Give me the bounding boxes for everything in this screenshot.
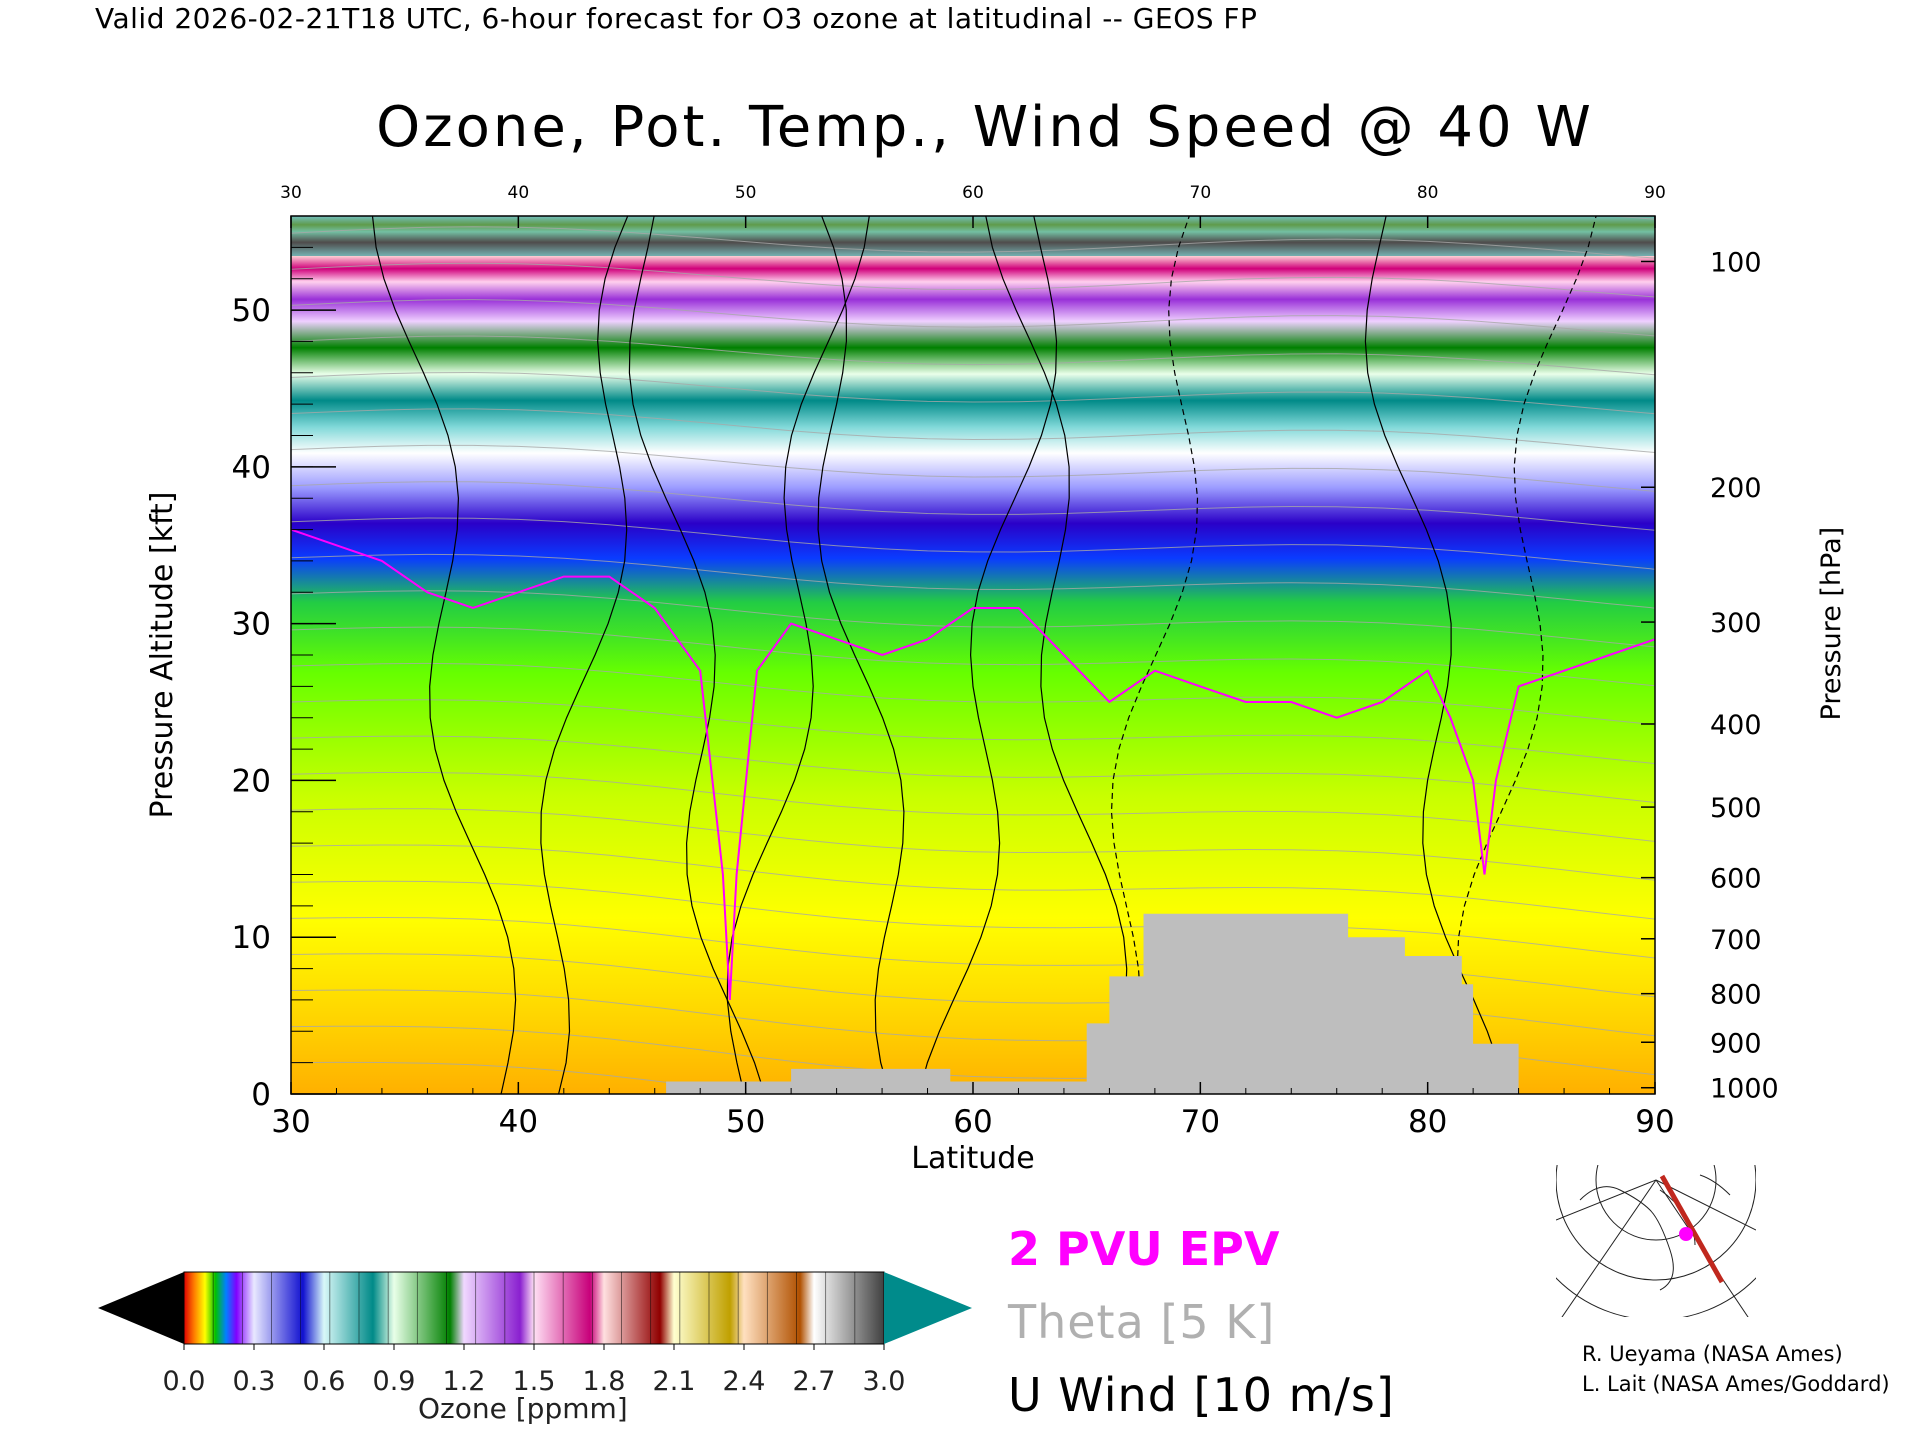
y-right-tick-label: 200	[1710, 473, 1762, 504]
x-tick-label: 80	[1408, 1104, 1447, 1140]
colorbar-tick-label: 2.4	[723, 1366, 766, 1397]
colorbar-tick-label: 1.8	[583, 1366, 626, 1397]
legend-pvu: 2 PVU EPV	[1008, 1222, 1280, 1276]
y-axis-label-right: Pressure [hPa]	[1816, 527, 1847, 721]
pvu-contour	[291, 528, 1655, 1000]
x-tick-label: 90	[1635, 1104, 1674, 1140]
y-right-tick-label: 400	[1710, 710, 1762, 741]
legend-u-wind: U Wind [10 m/s]	[1008, 1368, 1395, 1422]
y-tick-label: 40	[232, 450, 271, 486]
x-tick-label: 40	[499, 1104, 538, 1140]
colorbar-label: Ozone [ppmm]	[418, 1392, 628, 1425]
x-top-tick-label: 40	[508, 183, 530, 203]
colorbar-tick-label: 0.0	[163, 1366, 206, 1397]
y-tick-label: 30	[232, 607, 271, 643]
axes: 30 30 40 40 50 50 60 60 70 70 80 80 90 90 Latitude 0 10 2…	[145, 183, 1847, 1176]
colorbar: 0.0 0.3 0.6 0.9 1.2 1.5 1.8 2.1 2.4 2.7 3.0	[98, 1271, 972, 1397]
y-tick-label: 50	[232, 293, 271, 329]
y-right-tick-label: 900	[1710, 1028, 1762, 1059]
colorbar-tick-label: 0.6	[303, 1366, 346, 1397]
x-tick-label: 50	[726, 1104, 765, 1140]
colorbar-tick-label: 2.1	[653, 1366, 696, 1397]
location-map	[1556, 1165, 1756, 1317]
colorbar-tick-label: 1.5	[513, 1366, 556, 1397]
colorbar-tick-label: 0.3	[233, 1366, 276, 1397]
legend-theta: Theta [5 K]	[1008, 1295, 1276, 1349]
map-location-marker	[1679, 1227, 1693, 1241]
colorbar-ticks: 0.0 0.3 0.6 0.9 1.2 1.5 1.8 2.1 2.4 2.7 3.0	[163, 1272, 906, 1397]
y-tick-label: 10	[232, 920, 271, 956]
x-tick-label: 60	[953, 1104, 992, 1140]
x-top-tick-label: 60	[962, 183, 984, 203]
y-right-tick-label: 300	[1710, 608, 1762, 639]
credit-ueyama: R. Ueyama (NASA Ames)	[1582, 1342, 1843, 1366]
map-track-line	[1659, 1174, 1725, 1284]
colorbar-tick-label: 1.2	[443, 1366, 486, 1397]
colorbar-tick-label: 3.0	[863, 1366, 906, 1397]
chart-title: Ozone, Pot. Temp., Wind Speed @ 40 W	[376, 95, 1594, 160]
colorbar-under-arrow	[98, 1272, 184, 1344]
map-frame	[1556, 1165, 1756, 1317]
x-top-tick-label: 50	[735, 183, 757, 203]
y-axis-label-left: Pressure Altitude [kft]	[145, 492, 180, 819]
x-tick-label: 70	[1181, 1104, 1220, 1140]
y-right-tick-label: 1000	[1710, 1074, 1779, 1105]
y-right-tick-label: 800	[1710, 980, 1762, 1011]
forecast-header: Valid 2026-02-21T18 UTC, 6-hour forecast…	[95, 2, 1258, 35]
plot-area	[291, 216, 1655, 1094]
colorbar-over-arrow	[884, 1272, 972, 1344]
x-top-tick-label: 30	[280, 183, 302, 203]
y-right-tick-label: 100	[1710, 247, 1762, 278]
x-top-tick-label: 90	[1644, 183, 1666, 203]
y-tick-label: 0	[251, 1077, 271, 1113]
y-right-tick-label: 500	[1710, 793, 1762, 824]
wind-contours	[371, 216, 1597, 1094]
y-tick-label: 20	[232, 763, 271, 799]
terrain-mask	[291, 913, 1655, 1094]
ozone-field	[291, 216, 1655, 1094]
x-axis-label: Latitude	[911, 1141, 1034, 1176]
x-top-tick-label: 70	[1190, 183, 1212, 203]
y-right-tick-label: 600	[1710, 864, 1762, 895]
y-right-tick-label: 700	[1710, 925, 1762, 956]
credit-lait: L. Lait (NASA Ames/Goddard)	[1582, 1372, 1890, 1396]
x-top-tick-label: 80	[1417, 183, 1439, 203]
colorbar-tick-label: 2.7	[793, 1366, 836, 1397]
colorbar-tick-label: 0.9	[373, 1366, 416, 1397]
x-tick-label: 30	[271, 1104, 310, 1140]
